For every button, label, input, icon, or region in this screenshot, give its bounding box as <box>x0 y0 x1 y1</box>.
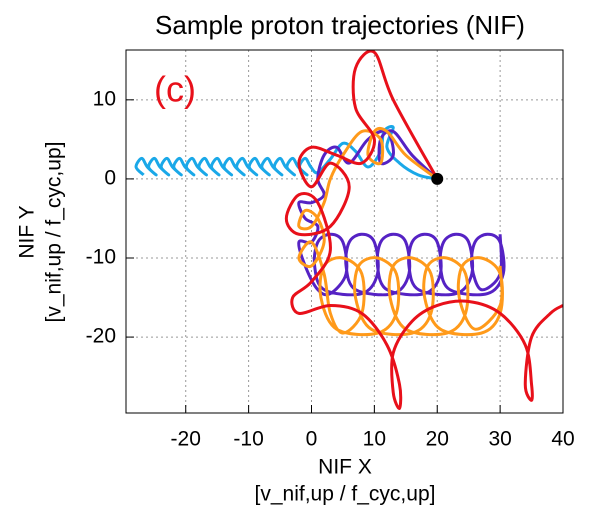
y-tick-label: -10 <box>86 246 116 269</box>
x-tick-label: 0 <box>306 428 318 451</box>
y-tick-label: 10 <box>93 87 116 110</box>
trajectory <box>297 127 504 337</box>
chart-title: Sample proton trajectories (NIF) <box>155 10 525 40</box>
x-tick-label: 10 <box>363 428 386 451</box>
x-axis-label: NIF X <box>318 456 372 479</box>
x-axis-label: [v_nif,up / f_cyc,up] <box>255 483 436 506</box>
x-tick-label: -20 <box>171 428 201 451</box>
y-tick-label: -20 <box>86 325 116 348</box>
plot-frame <box>125 49 564 414</box>
x-tick-label: -10 <box>233 428 263 451</box>
x-tick-label: 20 <box>426 428 449 451</box>
trajectory <box>284 50 563 410</box>
trajectory <box>297 129 506 297</box>
plot-area <box>134 50 563 410</box>
x-tick-label: 40 <box>551 428 574 451</box>
start-point <box>431 172 444 185</box>
y-axis-label: [v_nif,up / f_cyc,up] <box>43 142 66 323</box>
y-tick-label: 0 <box>104 166 116 189</box>
y-axis-label: NIF Y <box>16 205 39 258</box>
x-tick-label: 30 <box>488 428 511 451</box>
panel-label: (c) <box>154 69 196 110</box>
